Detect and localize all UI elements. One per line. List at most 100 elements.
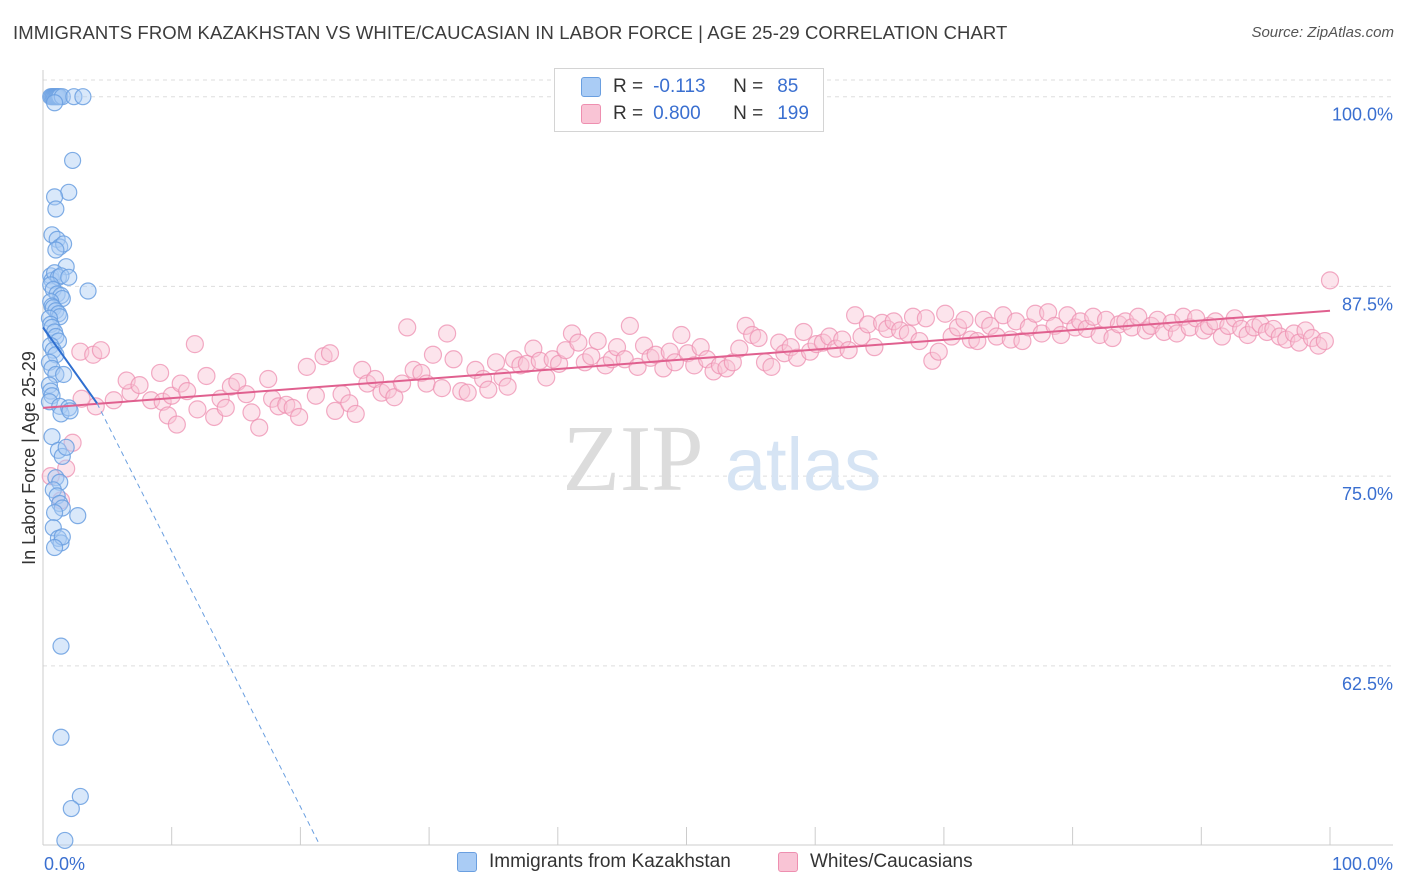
data-point-whites	[942, 327, 961, 346]
source-credit: Source: ZipAtlas.com	[1251, 24, 1394, 41]
axes	[42, 70, 1393, 846]
data-point-kazakhstan	[47, 241, 65, 259]
data-point-kazakhstan	[40, 376, 59, 394]
legend-row-whites: R = 0.800 N = 199	[581, 101, 809, 127]
data-point-whites	[916, 309, 935, 328]
data-point-whites	[582, 347, 601, 366]
data-point-whites	[800, 342, 820, 361]
data-point-kazakhstan	[45, 94, 64, 112]
data-point-whites	[498, 377, 517, 396]
data-point-whites	[845, 306, 865, 325]
legend-r-value: 0.800	[653, 103, 701, 124]
data-point-kazakhstan	[44, 519, 62, 537]
data-point-whites	[961, 330, 981, 349]
legend-r-value: -0.113	[653, 76, 706, 97]
data-point-whites	[306, 386, 325, 405]
data-point-whites	[1264, 319, 1283, 339]
data-point-kazakhstan	[65, 88, 83, 106]
series-whites-caucasians	[41, 271, 1340, 510]
data-point-whites	[197, 366, 216, 386]
data-point-whites	[228, 372, 247, 392]
data-point-whites	[458, 383, 477, 402]
data-point-kazakhstan	[52, 728, 70, 746]
data-point-kazakhstan	[71, 787, 89, 806]
data-point-whites	[479, 380, 498, 399]
data-point-whites	[794, 322, 813, 342]
data-point-kazakhstan	[56, 831, 74, 850]
data-point-whites	[188, 400, 207, 419]
data-point-kazakhstan	[74, 88, 92, 106]
data-point-whites	[936, 304, 955, 323]
data-point-whites	[569, 333, 588, 352]
data-point-whites	[104, 391, 123, 410]
watermark-zip: ZIP	[563, 407, 704, 511]
x-tick-label: 0.0%	[44, 854, 85, 874]
trend-lines	[42, 309, 1331, 846]
data-point-whites	[1315, 331, 1334, 351]
data-point-whites	[72, 389, 91, 408]
series-immigrants-kazakhstan	[40, 88, 97, 850]
legend-swatch-pink	[581, 104, 601, 124]
bottom-legend-swatch-blue	[457, 852, 477, 872]
data-point-kazakhstan	[79, 282, 97, 300]
data-point-whites	[762, 357, 781, 376]
trend-line-kazakhstan	[42, 326, 98, 404]
data-point-whites	[562, 324, 582, 343]
data-point-whites	[237, 385, 256, 404]
data-point-whites	[620, 316, 639, 335]
legend-r-label: R =	[613, 103, 644, 124]
watermark-atlas: atlas	[725, 423, 881, 506]
y-tick-label: 75.0%	[1342, 484, 1393, 504]
legend-n-label: N =	[733, 76, 764, 97]
data-point-whites	[730, 339, 749, 358]
data-point-kazakhstan	[57, 438, 75, 456]
data-point-kazakhstan	[62, 799, 80, 818]
legend-n-value: 199	[777, 103, 809, 124]
data-point-kazakhstan	[45, 503, 64, 522]
legend-n-value: 85	[777, 76, 799, 97]
trend-line-whites	[42, 309, 1331, 409]
data-point-whites	[398, 318, 417, 337]
data-point-whites	[1238, 325, 1257, 345]
data-point-kazakhstan	[47, 200, 65, 218]
chart-title: IMMIGRANTS FROM KAZAKHSTAN VS WHITE/CAUC…	[13, 22, 1008, 43]
data-point-kazakhstan	[51, 494, 69, 513]
y-tick-label: 62.5%	[1342, 674, 1393, 694]
data-point-whites	[588, 331, 607, 351]
bottom-legend-kazakhstan: Immigrants from Kazakhstan	[457, 851, 731, 873]
data-point-kazakhstan	[60, 268, 78, 286]
data-point-whites	[1320, 271, 1340, 290]
data-point-whites	[178, 382, 197, 401]
data-point-whites	[297, 357, 316, 376]
data-point-whites	[858, 315, 878, 334]
data-point-whites	[736, 316, 755, 335]
data-point-kazakhstan	[64, 151, 82, 170]
data-point-whites	[167, 415, 186, 434]
data-point-whites	[340, 394, 359, 413]
bottom-legend-swatch-pink	[778, 852, 798, 872]
y-axis-title: In Labor Force | Age 25-29	[19, 351, 39, 565]
data-point-whites	[216, 398, 235, 417]
data-point-whites	[968, 331, 987, 351]
data-point-whites	[452, 382, 471, 401]
data-point-whites	[269, 397, 288, 416]
data-point-kazakhstan	[40, 393, 59, 411]
data-point-whites	[185, 335, 204, 354]
data-point-whites	[1122, 318, 1141, 337]
data-point-whites	[865, 338, 884, 357]
data-point-whites	[511, 356, 530, 375]
data-point-whites	[432, 379, 452, 398]
bottom-legend-label: Whites/Caucasians	[810, 851, 973, 872]
correlation-legend: R = -0.113 N = 85 R = 0.800 N = 199	[554, 68, 824, 132]
x-tick-labels: 0.0% 100.0%	[44, 854, 1393, 874]
data-point-whites	[486, 353, 506, 372]
data-point-whites	[665, 353, 685, 372]
data-point-whites	[259, 369, 278, 389]
data-point-whites	[1045, 316, 1064, 335]
data-point-whites	[646, 345, 665, 364]
data-point-whites	[412, 363, 431, 383]
data-point-whites	[839, 341, 858, 360]
y-tick-label: 100.0%	[1332, 105, 1393, 125]
data-point-whites	[385, 388, 404, 407]
